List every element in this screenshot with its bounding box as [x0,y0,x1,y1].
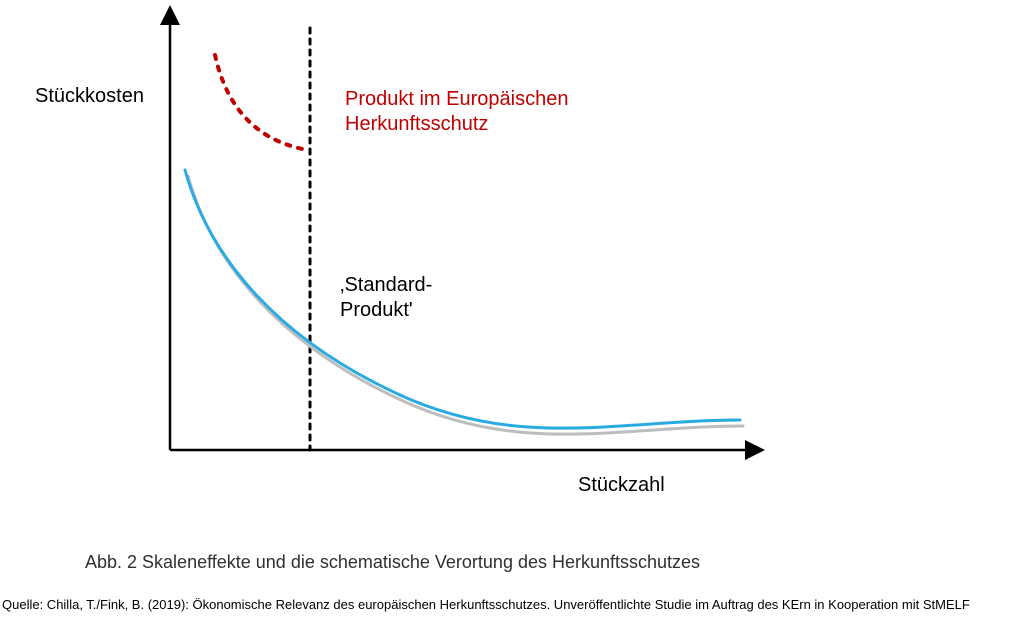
red-series-label-line2: Herkunftsschutz [345,113,488,135]
red-series-label-line1: Produkt im Europäischen [345,88,568,110]
blue-curve [185,170,740,428]
blue-curve-shadow [188,176,743,434]
economies-of-scale-chart: Stückkosten Stückzahl Produkt im Europäi… [0,0,1024,627]
red-curve [215,55,308,150]
blue-series-label-line2: Produkt' [340,299,413,321]
y-axis-label: Stückkosten [35,85,144,108]
chart-svg [0,0,1024,530]
x-axis-label: Stückzahl [578,474,665,497]
blue-series-label-line1: ‚Standard- [340,274,432,296]
blue-series-label: ‚Standard- Produkt' [340,273,432,323]
red-series-label: Produkt im Europäischen Herkunftsschutz [345,87,568,137]
source-line: Quelle: Chilla, T./Fink, B. (2019): Ökon… [2,597,970,612]
figure-caption: Abb. 2 Skaleneffekte und die schematisch… [85,552,700,573]
